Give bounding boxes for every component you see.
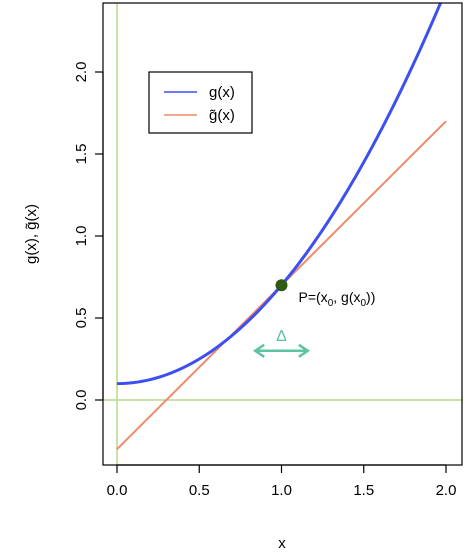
y-tick-label: 1.5 (73, 144, 90, 165)
y-axis: 0.0 0.5 1.0 1.5 2.0 (73, 62, 104, 411)
legend: g(x) g̃(x) (148, 71, 253, 134)
legend-box (148, 71, 253, 134)
point-label-suffix: )) (366, 289, 375, 305)
series-line-g (116, 3, 443, 386)
y-tick-label: 1.0 (73, 226, 90, 247)
delta-annotation: Δ (252, 328, 311, 358)
point-label-mid: , g(x (333, 289, 360, 305)
tangent-point (275, 279, 288, 292)
y-tick-label: 0.5 (73, 308, 90, 329)
x-tick-label: 2.0 (436, 482, 457, 499)
x-tick-label: 0.5 (189, 482, 210, 499)
x-tick-label: 1.5 (353, 482, 374, 499)
delta-label: Δ (276, 328, 287, 345)
y-tick-label: 0.0 (73, 390, 90, 411)
x-axis: 0.0 0.5 1.0 1.5 2.0 (107, 464, 457, 499)
x-axis-label: x (278, 535, 286, 552)
point-label-sub2: 0 (360, 298, 366, 309)
x-tick-label: 0.0 (107, 482, 128, 499)
y-axis-label: g(x), g̃(x) (23, 204, 40, 264)
delta-arrowhead-left (252, 343, 265, 358)
legend-label-g: g(x) (209, 84, 235, 101)
x-tick-label: 1.0 (271, 482, 292, 499)
delta-arrowhead-right (298, 343, 311, 358)
point-label-prefix: P=(x (299, 289, 328, 305)
point-label: P=(x0, g(x0)) (299, 289, 376, 309)
legend-label-g-tilde: g̃(x) (209, 107, 235, 124)
point-label-sub1: 0 (328, 298, 334, 309)
y-tick-label: 2.0 (73, 62, 90, 83)
